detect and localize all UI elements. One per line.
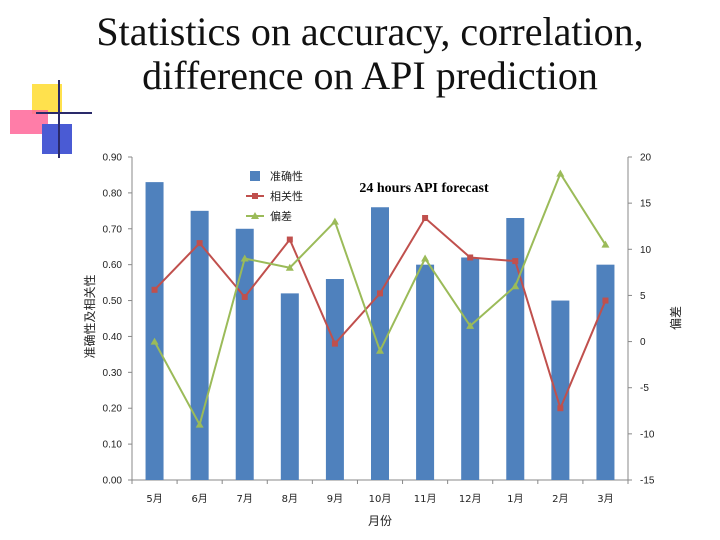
right-tick-label: -15 — [640, 476, 655, 487]
legend-swatch-correlation-marker — [252, 193, 258, 199]
accuracy-bar — [371, 207, 389, 480]
accuracy-bar — [506, 218, 525, 480]
legend-label: 偏差 — [270, 209, 292, 223]
x-tick-label: 10月 — [369, 493, 392, 505]
correlation-point — [557, 405, 564, 412]
slide-title-line2: difference on API prediction — [142, 53, 598, 98]
accuracy-bar — [190, 210, 209, 481]
x-tick-label: 3月 — [597, 493, 613, 505]
correlation-point — [467, 254, 474, 261]
left-tick-label: 0.60 — [103, 260, 123, 271]
chart-lines — [150, 169, 610, 428]
legend-swatch-accuracy — [250, 171, 260, 181]
chart-annotation: 24 hours API forecast — [359, 181, 489, 196]
legend-swatch-difference-marker — [251, 212, 259, 219]
correlation-point — [422, 215, 429, 222]
left-tick-label: 0.40 — [103, 332, 123, 343]
deco-blue-square — [42, 124, 72, 154]
accuracy-bar — [235, 228, 254, 480]
difference-point — [330, 217, 339, 225]
slide-title: Statistics on accuracy, correlation, dif… — [40, 10, 700, 98]
accuracy-bar — [280, 293, 299, 480]
difference-point — [466, 321, 475, 329]
right-tick-label: -5 — [640, 383, 649, 394]
accuracy-bar — [325, 279, 344, 480]
correlation-point — [331, 340, 338, 347]
left-tick-label: 0.70 — [103, 224, 123, 235]
difference-point — [601, 240, 610, 248]
deco-pink-square — [10, 110, 48, 134]
deco-yellow-square — [32, 84, 62, 114]
accuracy-bar — [551, 300, 570, 480]
left-tick-label: 0.00 — [103, 476, 123, 487]
x-tick-label: 6月 — [191, 493, 207, 505]
y-axis-title: 准确性及相关性 — [83, 274, 97, 358]
accuracy-bar — [145, 182, 164, 480]
corner-decoration — [0, 0, 110, 170]
x-tick-label: 9月 — [327, 493, 343, 505]
chart-labels: 0.00 0.10 0.20 0.30 0.40 0.50 0.60 0.70 0.80 0.90… — [83, 153, 683, 529]
correlation-point — [512, 258, 519, 265]
difference-point — [195, 420, 204, 428]
legend-label: 相关性 — [270, 189, 303, 203]
left-tick-label: 0.50 — [103, 296, 123, 307]
difference-point — [240, 254, 249, 262]
x-tick-label: 5月 — [146, 493, 162, 505]
y2-axis-title: 偏差 — [668, 306, 683, 330]
difference-point — [285, 263, 294, 271]
right-tick-label: -10 — [640, 429, 655, 440]
correlation-point — [377, 290, 383, 297]
accuracy-bar — [416, 264, 435, 480]
right-tick-label: 10 — [640, 245, 652, 256]
deco-vertical-line — [58, 80, 60, 158]
slide-title-line1: Statistics on accuracy, correlation, — [96, 9, 644, 54]
difference-point — [150, 337, 159, 345]
difference-point — [421, 254, 430, 262]
correlation-point — [151, 286, 158, 293]
difference-point — [556, 169, 565, 177]
correlation-point — [286, 236, 293, 243]
accuracy-bar — [461, 257, 480, 480]
left-tick-label: 0.20 — [103, 404, 123, 415]
left-tick-label: 0.30 — [103, 368, 123, 379]
x-tick-label: 8月 — [282, 493, 298, 505]
difference-point — [376, 346, 384, 354]
right-tick-label: 5 — [640, 291, 646, 302]
x-axis-title: 月份 — [368, 514, 392, 528]
left-tick-label: 0.80 — [103, 188, 123, 199]
correlation-point — [196, 240, 203, 247]
x-tick-label: 12月 — [459, 493, 482, 505]
legend-label: 准确性 — [270, 169, 303, 183]
x-tick-label: 7月 — [237, 493, 253, 505]
correlation-point — [602, 297, 609, 304]
x-tick-label: 11月 — [414, 493, 437, 505]
accuracy-bar — [596, 264, 615, 480]
x-tick-label: 2月 — [552, 493, 568, 505]
x-tick-label: 1月 — [507, 493, 523, 505]
deco-horizontal-line — [36, 112, 92, 114]
difference-point — [511, 282, 520, 290]
right-tick-label: 20 — [640, 153, 652, 164]
left-tick-label: 0.90 — [103, 153, 123, 164]
correlation-point — [241, 293, 248, 300]
left-tick-label: 0.10 — [103, 440, 123, 451]
right-tick-label: 15 — [640, 199, 652, 210]
accuracy-bars — [145, 182, 615, 481]
right-tick-label: 0 — [640, 337, 646, 348]
